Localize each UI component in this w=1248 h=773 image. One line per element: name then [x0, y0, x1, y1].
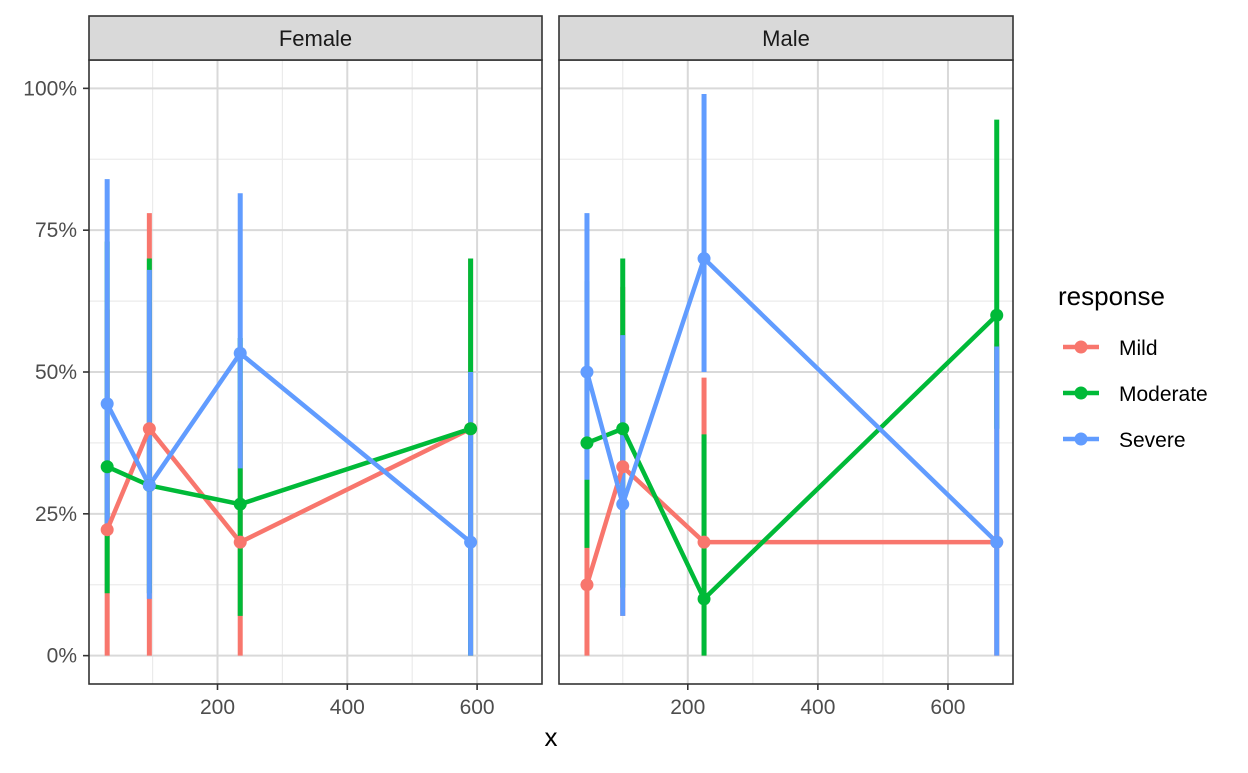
legend-title: response: [1058, 281, 1165, 311]
x-axis-title: x: [545, 722, 558, 752]
data-point-severe: [580, 365, 594, 379]
data-point-severe: [697, 252, 711, 266]
legend-key-point: [1074, 386, 1088, 400]
data-point-moderate: [990, 308, 1004, 322]
x-tick-label: 200: [200, 696, 235, 719]
facet-strip-label: Female: [279, 26, 352, 51]
panel-male: Male 200 400 600: [558, 15, 1014, 719]
legend-label: Mild: [1119, 337, 1158, 360]
data-point-severe: [990, 535, 1004, 549]
y-tick-label: 100%: [23, 77, 77, 100]
panel-female: Female 200 400 600 0% 25% 50% 75% 100%: [23, 15, 543, 719]
data-point-moderate: [464, 422, 478, 436]
data-point-mild: [142, 422, 156, 436]
legend-key-mild: [1063, 340, 1099, 354]
legend-label: Moderate: [1119, 383, 1208, 406]
data-point-mild: [233, 535, 247, 549]
facet-strip-label: Male: [762, 26, 810, 51]
data-point-moderate: [233, 497, 247, 511]
legend-key-point: [1074, 432, 1088, 446]
data-point-mild: [580, 578, 594, 592]
legend-key-severe: [1063, 432, 1099, 446]
x-tick-label: 400: [330, 696, 365, 719]
y-tick-label: 0%: [47, 645, 77, 668]
facet-strip: [558, 15, 1014, 61]
facet-strip: [88, 15, 543, 61]
y-tick-label: 25%: [35, 503, 77, 526]
legend-label: Severe: [1119, 429, 1186, 452]
y-tick-label: 75%: [35, 219, 77, 242]
series-line-mild: [105, 426, 472, 545]
data-point-moderate: [580, 436, 594, 450]
series-line-moderate: [106, 426, 472, 507]
series-line-severe: [105, 351, 473, 544]
series-line-severe: [584, 256, 999, 544]
y-tick-label: 50%: [35, 361, 77, 384]
series-line-mild: [584, 464, 997, 586]
x-tick-label: 200: [670, 696, 705, 719]
data-point-severe: [616, 497, 630, 511]
data-point-moderate: [616, 422, 630, 436]
x-tick-label: 600: [930, 696, 965, 719]
data-point-moderate: [100, 460, 114, 474]
legend: response Mild Moderate Severe: [1058, 281, 1208, 452]
data-point-moderate: [697, 592, 711, 606]
x-tick-label: 400: [800, 696, 835, 719]
legend-key-point: [1074, 340, 1088, 354]
data-point-mild: [100, 523, 114, 537]
data-point-severe: [464, 535, 478, 549]
x-tick-label: 600: [460, 696, 495, 719]
data-point-severe: [100, 397, 114, 411]
data-point-severe: [233, 346, 247, 360]
data-point-mild: [616, 460, 630, 474]
legend-key-moderate: [1063, 386, 1099, 400]
data-point-mild: [697, 535, 711, 549]
data-point-severe: [142, 478, 156, 492]
